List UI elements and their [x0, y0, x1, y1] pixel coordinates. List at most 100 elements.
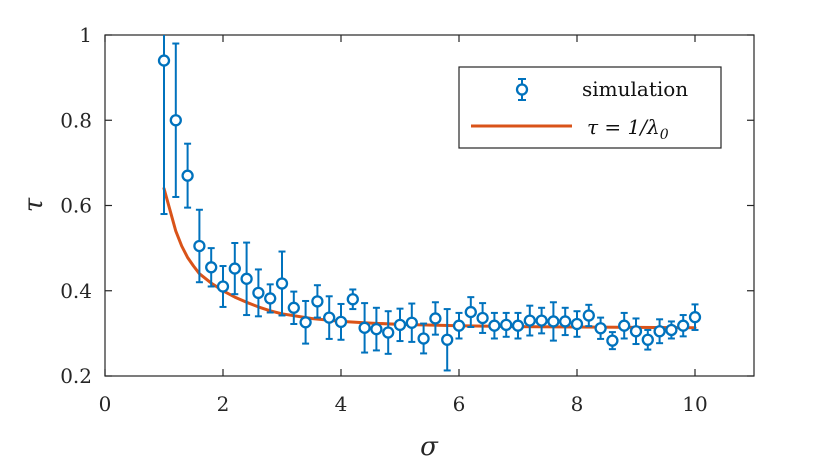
simulation-point: [570, 310, 584, 338]
data-marker: [264, 292, 277, 305]
data-marker: [193, 239, 206, 253]
data-marker: [570, 317, 584, 331]
y-axis-label: τ: [19, 197, 49, 212]
simulation-point: [311, 284, 324, 319]
simulation-point: [677, 314, 690, 338]
data-marker: [323, 311, 336, 324]
data-marker: [488, 319, 501, 332]
simulation-point: [228, 242, 241, 296]
simulation-point: [688, 303, 702, 331]
data-marker: [299, 316, 312, 329]
simulation-point: [169, 42, 182, 198]
x-tick-label: 2: [217, 392, 230, 416]
data-marker: [688, 311, 702, 324]
x-tick-label: 0: [99, 392, 112, 416]
simulation-point: [429, 301, 442, 336]
simulation-point: [452, 311, 466, 340]
data-marker: [358, 321, 371, 334]
simulation-point: [547, 301, 560, 342]
simulation-point: [464, 296, 477, 328]
simulation-point: [346, 288, 359, 311]
simulation-point: [500, 311, 513, 338]
x-tick-label: 6: [453, 392, 466, 416]
data-marker: [405, 316, 418, 329]
simulation-point: [582, 303, 595, 328]
simulation-point: [181, 142, 194, 209]
legend-simulation-label: simulation: [582, 77, 688, 101]
data-marker: [559, 315, 572, 328]
legend-simulation-marker: [515, 78, 529, 101]
data-marker: [240, 272, 253, 285]
data-marker: [677, 319, 690, 332]
data-marker: [618, 319, 631, 332]
simulation-point: [523, 304, 536, 337]
simulation-point: [441, 308, 454, 372]
simulation-point: [382, 310, 395, 355]
y-axis: 0.2 0.4 0.6 0.8 1: [60, 23, 754, 388]
simulation-point: [476, 302, 489, 334]
data-marker: [594, 322, 607, 335]
data-marker: [393, 318, 407, 332]
simulation-point: [252, 268, 265, 318]
simulation-point: [287, 290, 300, 325]
data-marker: [535, 314, 548, 327]
simulation-point: [618, 311, 631, 340]
data-marker: [228, 262, 241, 275]
data-marker: [287, 301, 300, 314]
simulation-point: [334, 302, 348, 341]
data-marker: [157, 54, 171, 67]
data-marker: [476, 311, 489, 325]
data-marker: [441, 333, 454, 346]
data-marker: [382, 326, 395, 339]
x-tick-label: 8: [571, 392, 584, 416]
data-marker: [216, 280, 230, 293]
simulation-point: [629, 317, 643, 346]
legend: simulation τ = 1/λ0: [458, 66, 722, 149]
data-marker: [252, 286, 265, 300]
data-marker: [511, 319, 525, 332]
legend-fit-label: τ = 1/λ0: [587, 115, 669, 143]
data-marker: [452, 319, 466, 332]
data-marker: [629, 325, 643, 338]
data-marker: [370, 322, 383, 336]
simulation-point: [606, 331, 619, 351]
simulation-point: [358, 302, 371, 354]
simulation-point: [535, 306, 548, 335]
data-marker: [429, 312, 442, 325]
simulation-point: [205, 247, 218, 288]
data-marker: [464, 305, 477, 319]
simulation-point: [275, 250, 289, 317]
legend-fit-label-main: τ = 1/λ: [587, 115, 660, 139]
data-marker: [275, 277, 289, 290]
y-tick-label: 1: [79, 23, 92, 47]
data-marker: [181, 169, 194, 182]
simulation-point: [264, 283, 277, 314]
data-marker: [523, 314, 536, 327]
data-marker: [334, 315, 348, 329]
data-marker: [311, 295, 324, 308]
data-marker: [205, 261, 218, 274]
data-marker: [417, 332, 430, 345]
simulation-point: [157, 35, 171, 216]
y-tick-label: 0.8: [60, 108, 92, 132]
y-tick-label: 0.4: [60, 279, 92, 303]
data-marker: [346, 293, 359, 306]
simulation-point: [665, 320, 678, 340]
x-axis: 0 2 4 6 8 10: [99, 35, 708, 416]
simulation-point: [653, 318, 666, 345]
simulation-point: [559, 306, 572, 337]
simulation-series: [157, 35, 702, 372]
simulation-point: [216, 265, 230, 308]
simulation-point: [240, 241, 253, 317]
simulation-point: [417, 322, 430, 355]
data-marker: [665, 323, 678, 337]
x-tick-label: 10: [682, 392, 707, 416]
legend-box: [458, 66, 722, 149]
simulation-point: [370, 306, 383, 352]
y-tick-label: 0.2: [60, 364, 92, 388]
simulation-point: [299, 299, 312, 345]
data-marker: [653, 325, 666, 338]
simulation-point: [393, 307, 407, 343]
simulation-point: [405, 302, 418, 343]
